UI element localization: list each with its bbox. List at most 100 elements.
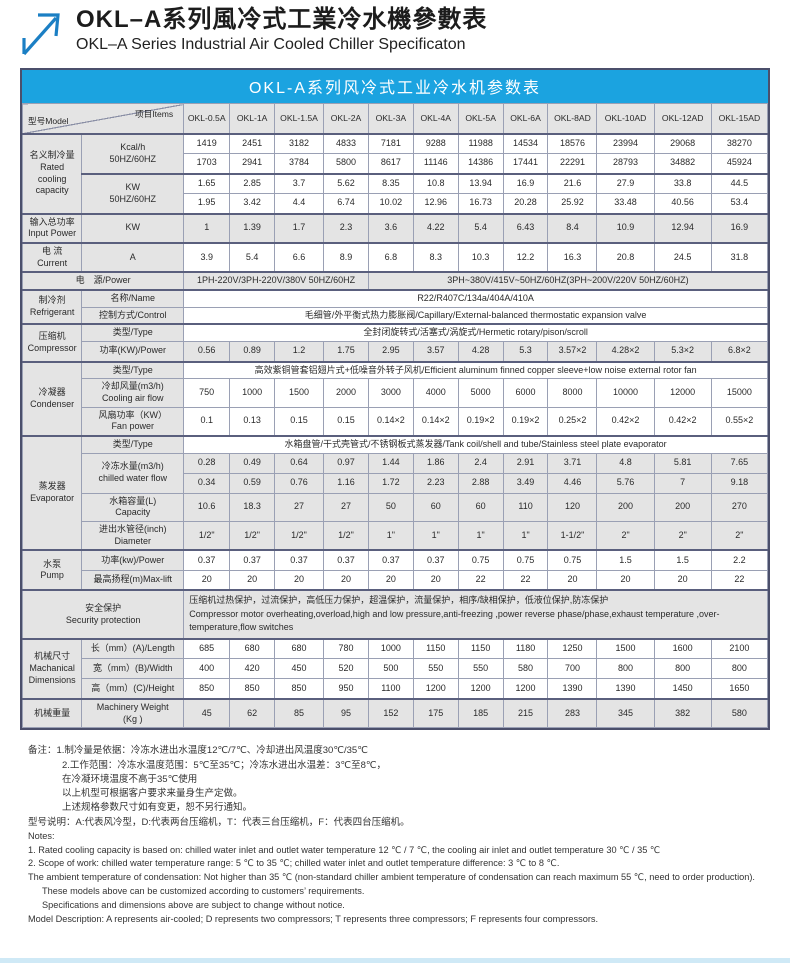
row-group-evaporator: 蒸发器 Evaporator [21, 434, 83, 551]
value-cell: 3182 [274, 132, 325, 154]
value-cell: 3784 [274, 153, 325, 174]
row-label: 类型/Type [81, 434, 185, 454]
row-label: Kcal/h 50HZ/60HZ [81, 132, 185, 174]
value-cell: 1000 [367, 637, 414, 660]
corner-items-label: 项目Items [135, 109, 174, 119]
value-cell: 0.37 [367, 549, 414, 571]
value-cell: 10.6 [183, 492, 231, 523]
value-cell: 12.94 [653, 212, 712, 244]
value-cell: 2.88 [457, 472, 504, 494]
value-cell: 3.57×2 [547, 341, 598, 362]
value-cell: 3.57 [412, 341, 459, 362]
value-cell: 0.13 [229, 406, 276, 437]
value-cell: 20 [229, 569, 276, 591]
value-cell: 4.4 [274, 193, 325, 214]
value-cell: 345 [596, 697, 655, 729]
value-cell: 550 [412, 658, 459, 680]
value-cell: 1200 [502, 678, 549, 700]
row-label: 冷却风量(m3/h) Cooling air flow [81, 378, 185, 408]
table-row: 功率(KW)/Power 0.56 0.89 1.2 1.75 2.95 3.57 4.28 5… [23, 341, 769, 362]
value-cell: 22291 [547, 153, 598, 174]
value-cell: 4.28 [457, 341, 504, 362]
value-cell: 1200 [412, 678, 459, 700]
note-line: 上述规格参数尺寸如有变更，恕不另行通知。 [62, 802, 253, 814]
value-cell: 27 [274, 492, 325, 523]
note-line: The ambient temperature of condensation:… [28, 872, 755, 883]
value-cell: 45924 [710, 153, 769, 174]
note-line: 型号说明：A:代表风冷型，D:代表两台压缩机，T：代表三台压缩机，F：代表四台压… [28, 816, 410, 828]
row-label: 名称/Name [81, 288, 185, 308]
value-cell: 1/2" [183, 521, 231, 551]
value-cell: 6000 [502, 378, 549, 408]
corner-model-label: 型号Model [28, 116, 69, 127]
value-cell: 110 [502, 492, 549, 523]
value-cell: 850 [229, 678, 276, 700]
value-cell: 1419 [183, 132, 231, 154]
value-cell: 50 [367, 492, 414, 523]
row-label: 进出水管径(inch) Diameter [81, 521, 185, 551]
row-label: 风扇功率（KW） Fan power [81, 406, 185, 437]
value-cell: 0.75 [547, 549, 598, 571]
value-cell: 3000 [367, 378, 414, 408]
value-cell: 283 [547, 697, 598, 729]
row-label: 类型/Type [81, 360, 185, 380]
value-cell: 2100 [710, 637, 769, 660]
row-group-security-protection: 安全保护 Security protection [21, 589, 185, 640]
value-cell: 400 [183, 658, 231, 680]
table-row: 机械尺寸 Machanical Dimensions 长（mm）(A)/Lengt… [21, 637, 769, 700]
value-cell: 0.14×2 [412, 406, 459, 437]
value-cell: 680 [274, 637, 325, 660]
value-cell: 2.3 [323, 212, 369, 244]
value-cell: 1150 [412, 637, 459, 660]
value-cell: 0.34 [183, 472, 231, 494]
model-header: OKL-6A [502, 103, 549, 134]
value-cell: 685 [183, 637, 231, 660]
value-cell: 3PH~380V/415V~50HZ/60HZ(3PH~200V/220V 50… [367, 271, 769, 291]
value-cell: 1180 [502, 637, 549, 660]
value-cell: 20 [274, 569, 325, 591]
value-cell: 60 [412, 492, 459, 523]
note-line: 以上机型可根据客户要求来量身生产定做。 [62, 788, 243, 799]
value-cell: 8.9 [323, 241, 369, 273]
value-cell: 3.49 [502, 472, 549, 494]
value-cell: 200 [653, 492, 712, 523]
row-group-pump: 水泵 Pump [21, 549, 83, 591]
value-cell: 1500 [596, 637, 655, 660]
row-label: 功率(KW)/Power [81, 341, 185, 362]
value-cell: 6.8×2 [710, 341, 769, 362]
value-cell: 6.74 [323, 193, 369, 214]
note-line: 2.工作范围：冷冻水温度范围：5℃至35℃；冷冻水进出水温差：3℃至8℃， [62, 759, 387, 771]
notes-section: 备注：1.制冷量是依据：冷冻水进出水温度12℃/7℃、冷却进出风温度30℃/35… [28, 744, 770, 926]
value-cell: 0.42×2 [596, 406, 655, 437]
value-cell: 950 [323, 678, 369, 700]
page-title-en: OKL–A Series Industrial Air Cooled Chill… [76, 35, 466, 53]
value-cell: 60 [457, 492, 504, 523]
value-cell: 1" [457, 521, 504, 551]
value-cell: 0.25×2 [547, 406, 598, 437]
row-label: 控制方式/Control [81, 306, 185, 325]
title-block: OKL–A系列風冷式工業冷水機參數表 OKL–A Series Industri… [76, 6, 487, 54]
table-row: 宽（mm）(B)/Width 400 420 450 520 500 550 550 580 70… [23, 658, 769, 680]
value-cell: 1200 [457, 678, 504, 700]
bottom-accent-strip [0, 958, 790, 963]
value-cell: 0.1 [183, 406, 231, 437]
value-cell: 8000 [547, 378, 598, 408]
value-cell: 0.37 [323, 549, 369, 571]
table-row: 输入总功率 Input Power KW 1 1.39 1.7 2.3 3.6 4.22 5.4… [21, 212, 769, 244]
value-cell: 1000 [229, 378, 276, 408]
value-cell: 420 [229, 658, 276, 680]
table-banner-title: OKL-A系列风冷式工业冷水机参数表 [22, 70, 768, 103]
value-cell: 5.4 [229, 241, 276, 273]
value-cell: 0.15 [323, 406, 369, 437]
value-cell: 38270 [710, 132, 769, 154]
value-cell: 85 [274, 697, 325, 729]
value-cell: 33.8 [653, 172, 712, 194]
value-cell: 1.2 [274, 341, 325, 362]
value-cell: 120 [547, 492, 598, 523]
value-cell: 5.62 [323, 172, 369, 194]
row-label: 宽（mm）(B)/Width [81, 658, 185, 680]
notes-en: Notes: 1. Rated cooling capacity is based… [28, 830, 770, 927]
row-group-power-source: 电 源/Power [21, 271, 185, 291]
value-cell: 3.7 [274, 172, 325, 194]
value-cell: 2451 [229, 132, 276, 154]
